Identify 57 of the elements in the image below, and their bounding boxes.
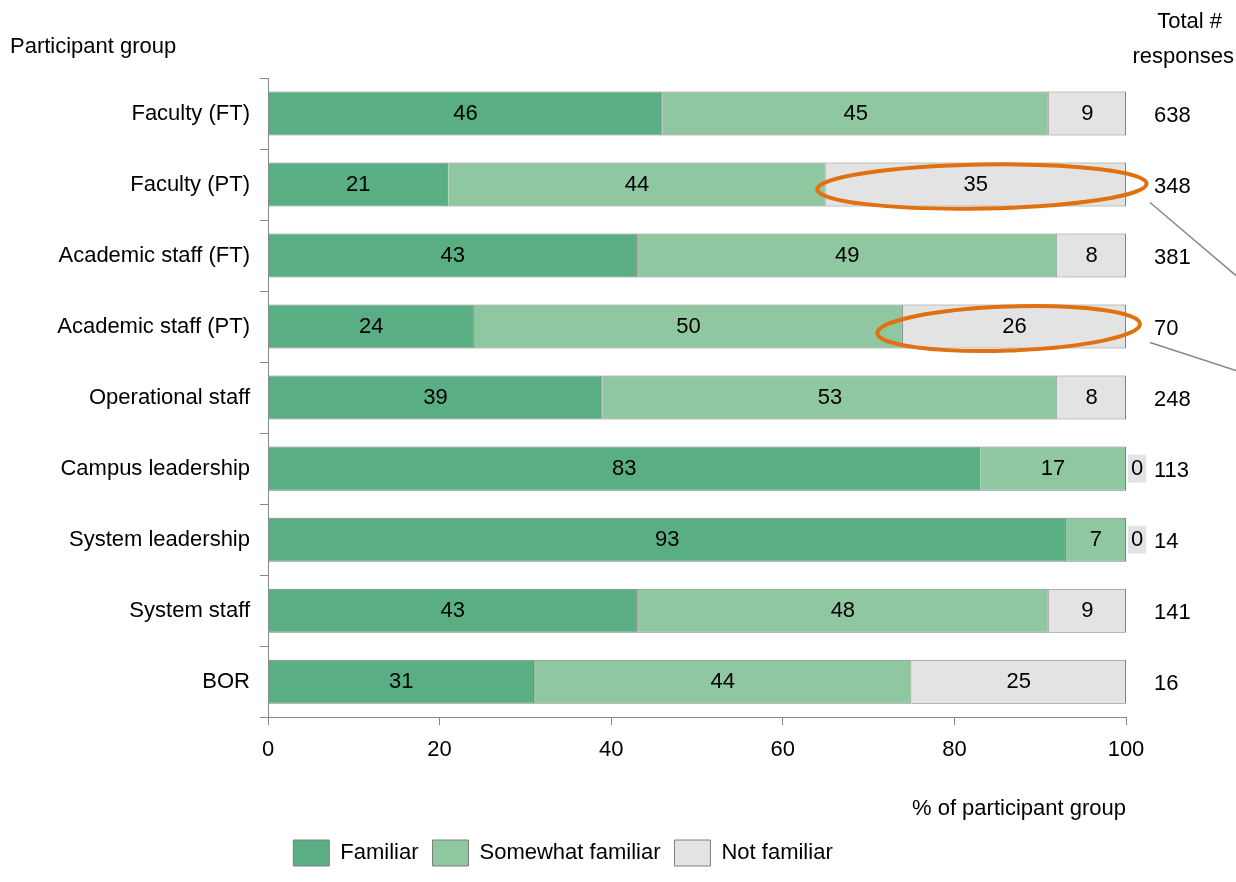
data-label: 7 (1089, 525, 1103, 551)
x-tick-label: 60 (770, 736, 796, 762)
data-label: 17 (1040, 454, 1066, 480)
data-label: 25 (1006, 667, 1031, 693)
x-tick-label: 20 (427, 736, 452, 762)
data-label: 50 (676, 312, 701, 338)
text: 638 (1154, 101, 1191, 127)
x-tick-label: 100 (1107, 736, 1145, 762)
text: 70 (1154, 314, 1179, 340)
data-label: 39 (423, 383, 448, 409)
text: 248 (1154, 385, 1191, 411)
data-label: 21 (346, 170, 371, 196)
y-axis-title: Participant group (10, 33, 177, 58)
data-label: 8 (1085, 383, 1098, 409)
y-tick-label: Academic staff (FT) (58, 241, 250, 267)
data-label: 83 (612, 454, 637, 480)
data-label: 53 (817, 383, 843, 409)
text: 348 (1154, 172, 1191, 198)
y-tick-label: System staff (129, 596, 251, 622)
data-label: 24 (358, 312, 384, 338)
y-tick-label: Faculty (FT) (131, 99, 250, 125)
data-label: 9 (1081, 596, 1094, 622)
data-label: 49 (834, 241, 860, 267)
data-label: 44 (624, 170, 650, 196)
data-label: 26 (1002, 312, 1027, 338)
x-tick-label: 80 (942, 736, 967, 762)
legend-label: Not familiar (721, 839, 833, 865)
data-label: 44 (710, 667, 735, 693)
x-tick-label: 0 (261, 736, 275, 762)
x-tick-label: 40 (598, 736, 624, 762)
data-label: 8 (1085, 241, 1098, 267)
data-label: 31 (389, 667, 414, 693)
text: 16 (1154, 669, 1179, 695)
text: Total # responses (1132, 8, 1234, 68)
y-tick-label: Faculty (PT) (130, 170, 250, 196)
x-axis-title: % of participant group (911, 794, 1126, 820)
y-tick-label: System leadership (69, 525, 250, 551)
y-tick-label: Campus leadership (60, 454, 250, 480)
data-label: 9 (1081, 99, 1094, 125)
y-tick-label: Academic staff (PT) (57, 312, 250, 338)
data-label: 0 (1130, 525, 1144, 551)
data-label: 45 (843, 99, 868, 125)
data-label: 43 (440, 241, 465, 267)
data-label: 35 (963, 170, 989, 196)
legend-label: Somewhat familiar (479, 839, 661, 865)
text: 14 (1154, 527, 1179, 553)
data-label: 93 (654, 525, 680, 551)
legend-label: Familiar (340, 839, 419, 865)
y-tick-label: BOR (202, 667, 250, 693)
text: 381 (1154, 243, 1191, 269)
data-label: 46 (453, 99, 478, 125)
data-label: 48 (830, 596, 856, 622)
data-label: 43 (440, 596, 465, 622)
y-tick-label: Operational staff (88, 383, 251, 409)
data-label: 0 (1130, 454, 1144, 480)
text: 113 (1154, 456, 1190, 482)
text: 141 (1154, 598, 1191, 624)
